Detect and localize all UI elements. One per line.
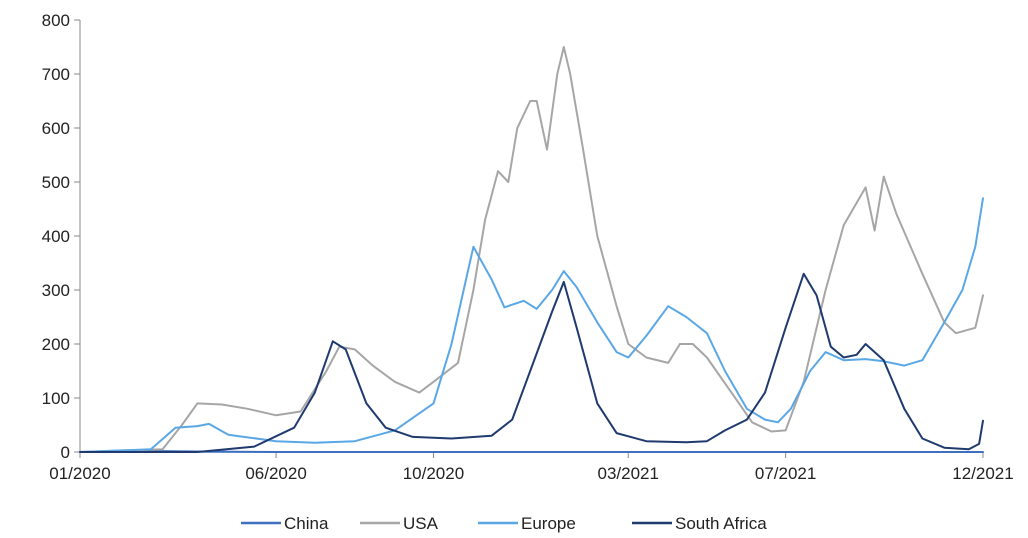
y-tick-label: 500 (42, 173, 70, 192)
y-tick-label: 200 (42, 335, 70, 354)
y-tick-label: 800 (42, 11, 70, 30)
x-tick-label: 06/2020 (245, 464, 306, 483)
legend-label-europe: Europe (521, 514, 576, 533)
legend-label-china: China (284, 514, 329, 533)
legend: China USA Europe South Africa (241, 514, 767, 533)
y-tick-label: 300 (42, 281, 70, 300)
x-tick-label: 12/2021 (952, 464, 1013, 483)
series-layer (79, 46, 984, 453)
series-line-south-africa (79, 272, 984, 453)
y-tick-label: 400 (42, 227, 70, 246)
x-tick-label: 10/2020 (403, 464, 464, 483)
legend-label-south-africa: South Africa (675, 514, 767, 533)
series-line-europe (79, 197, 984, 453)
series-line-usa (79, 46, 984, 453)
x-tick-label: 07/2021 (755, 464, 816, 483)
y-tick-label: 700 (42, 65, 70, 84)
y-tick-label: 100 (42, 389, 70, 408)
y-tick-label: 0 (61, 443, 70, 462)
x-tick-label: 01/2020 (49, 464, 110, 483)
y-axis: 0 100 200 300 400 500 600 700 800 (42, 11, 81, 462)
y-tick-label: 600 (42, 119, 70, 138)
legend-label-usa: USA (403, 514, 439, 533)
x-axis: 01/2020 06/2020 10/2020 03/2021 07/2021 12/20… (49, 451, 1014, 483)
x-tick-label: 03/2021 (598, 464, 659, 483)
